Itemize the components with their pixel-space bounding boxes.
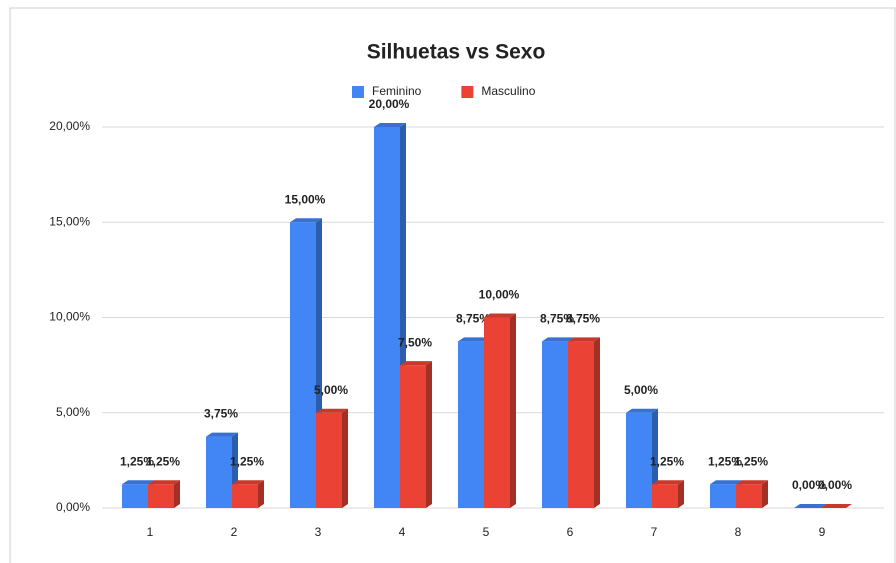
- bar-top: [736, 480, 768, 485]
- bar-top: [458, 337, 490, 342]
- data-label: 1,25%: [734, 454, 768, 468]
- x-tick-label: 6: [567, 525, 574, 539]
- x-tick-label: 4: [399, 525, 406, 539]
- bar-top: [542, 337, 574, 342]
- bar: [736, 484, 762, 508]
- data-label: 15,00%: [285, 192, 326, 206]
- bar: [206, 436, 232, 508]
- bar-side: [426, 361, 432, 508]
- bar: [710, 484, 736, 508]
- bar-top: [206, 432, 238, 437]
- y-tick-label: 0,00%: [56, 500, 90, 514]
- bar: [484, 317, 510, 508]
- bar: [400, 365, 426, 508]
- data-label: 1,25%: [230, 454, 264, 468]
- bar: [148, 484, 174, 508]
- y-tick-label: 5,00%: [56, 405, 90, 419]
- chart-title: Silhuetas vs Sexo: [367, 41, 546, 64]
- bar-top: [652, 480, 684, 485]
- x-tick-label: 1: [147, 525, 154, 539]
- bar: [290, 222, 316, 508]
- data-label: 8,75%: [456, 311, 490, 325]
- y-tick-label: 15,00%: [49, 214, 90, 228]
- bar-side: [174, 480, 180, 508]
- bar-top: [484, 313, 516, 318]
- chart-frame: [9, 7, 896, 563]
- x-tick-label: 3: [315, 525, 322, 539]
- bar: [652, 484, 678, 508]
- data-label: 1,25%: [146, 454, 180, 468]
- data-label: 10,00%: [479, 288, 520, 302]
- bar: [316, 412, 342, 508]
- bar-top: [568, 337, 600, 342]
- bar-top: [316, 408, 348, 413]
- legend-label: Feminino: [372, 84, 422, 98]
- bar-top: [710, 480, 742, 485]
- data-label: 0,00%: [818, 478, 852, 492]
- bar: [374, 127, 400, 508]
- data-label: 8,75%: [566, 311, 600, 325]
- bar-side: [762, 480, 768, 508]
- bar-side: [342, 408, 348, 508]
- y-tick-label: 20,00%: [49, 119, 90, 133]
- data-label: 1,25%: [708, 454, 742, 468]
- bar-top: [148, 480, 180, 485]
- data-label: 5,00%: [314, 383, 348, 397]
- data-label: 20,00%: [369, 97, 410, 111]
- legend-label: Masculino: [481, 84, 535, 98]
- data-label: 7,50%: [398, 335, 432, 349]
- bar: [232, 484, 258, 508]
- bar-top: [820, 504, 852, 508]
- x-tick-label: 9: [819, 525, 826, 539]
- x-tick-label: 5: [483, 525, 490, 539]
- bar-top: [626, 408, 658, 413]
- bar-top: [290, 218, 322, 223]
- data-label: 8,75%: [540, 311, 574, 325]
- data-label: 0,00%: [792, 478, 826, 492]
- x-tick-label: 8: [735, 525, 742, 539]
- x-tick-label: 2: [231, 525, 238, 539]
- bar: [626, 412, 652, 508]
- data-label: 1,25%: [650, 454, 684, 468]
- bar: [458, 341, 484, 508]
- bar-side: [510, 313, 516, 508]
- legend-swatch: [461, 86, 474, 98]
- bar-top: [232, 480, 264, 485]
- bar: [122, 484, 148, 508]
- bar-top: [794, 504, 826, 508]
- bar-side: [258, 480, 264, 508]
- bar-top: [374, 123, 406, 127]
- bar-top: [122, 480, 154, 485]
- y-tick-label: 10,00%: [49, 310, 90, 324]
- legend-swatch: [352, 86, 364, 98]
- x-tick-label: 7: [651, 525, 658, 539]
- data-label: 1,25%: [120, 454, 154, 468]
- bar: [568, 341, 594, 508]
- bar: [542, 341, 568, 508]
- data-label: 3,75%: [204, 407, 238, 421]
- bar-side: [678, 480, 684, 508]
- bar-side: [594, 337, 600, 508]
- bar-top: [400, 361, 432, 366]
- data-label: 5,00%: [624, 383, 658, 397]
